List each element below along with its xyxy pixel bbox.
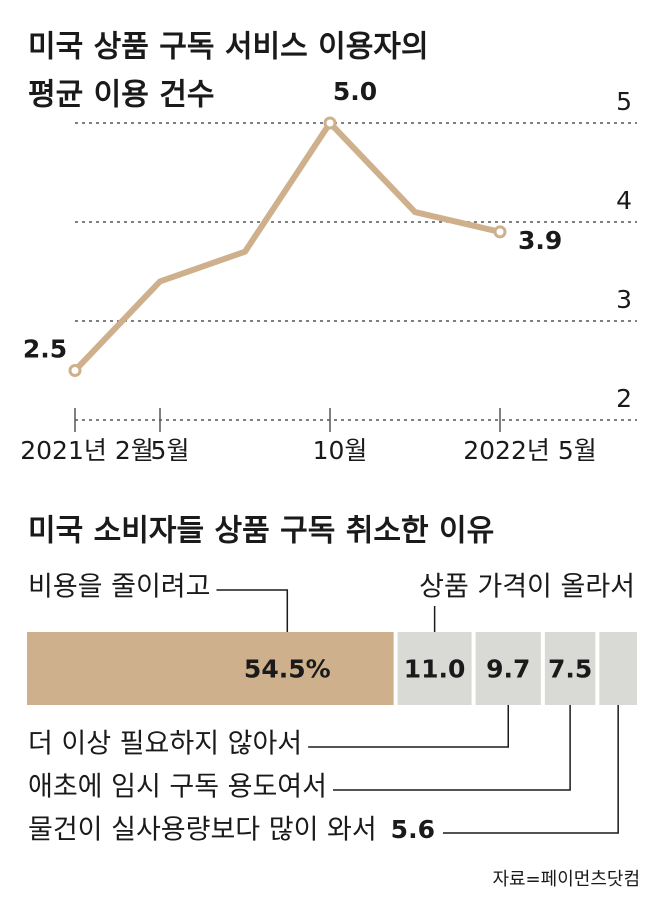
leader-line xyxy=(308,705,509,748)
x-tick-label: 2021년 2월 xyxy=(20,436,153,465)
x-tick-label: 5월 xyxy=(151,436,190,465)
y-tick-label: 5 xyxy=(616,87,632,116)
category-label: 물건이 실사용량보다 많이 와서 xyxy=(28,815,377,846)
leader-line xyxy=(333,705,571,791)
value-label: 5.6 xyxy=(391,815,435,844)
leader-line xyxy=(216,589,289,632)
value-label: 9.7 xyxy=(486,655,530,684)
chart-title: 미국 상품 구독 서비스 이용자의 xyxy=(28,30,429,65)
y-tick-label: 4 xyxy=(616,186,632,215)
x-tick-label: 2022년 5월 xyxy=(463,436,596,465)
bar-segment xyxy=(475,632,541,705)
value-label: 54.5% xyxy=(244,655,331,684)
chart-title: 미국 소비자들 상품 구독 취소한 이유 xyxy=(28,514,494,549)
y-tick-label: 2 xyxy=(616,384,632,413)
category-label: 비용을 줄이려고 xyxy=(28,572,210,603)
value-label: 2.5 xyxy=(23,335,67,364)
bar-segment xyxy=(544,632,596,705)
y-tick-label: 3 xyxy=(616,285,632,314)
category-label: 상품 가격이 올라서 xyxy=(419,572,635,603)
leader-line xyxy=(442,705,619,834)
point xyxy=(68,364,82,377)
x-tick-label: 10월 xyxy=(313,436,368,465)
category-label: 애초에 임시 구독 용도여서 xyxy=(28,772,327,803)
bar-segment xyxy=(397,632,472,705)
bar-segment xyxy=(27,632,394,705)
value-label: 7.5 xyxy=(548,655,592,684)
value-label: 5.0 xyxy=(333,77,377,106)
source: 자료=페이먼츠닷컴 xyxy=(492,869,640,890)
point xyxy=(493,225,507,239)
value-label: 3.9 xyxy=(518,226,562,255)
point xyxy=(323,116,337,130)
bar-segment xyxy=(599,632,637,705)
chart-title: 평균 이용 건수 xyxy=(28,78,215,113)
category-label: 더 이상 필요하지 않아서 xyxy=(28,729,302,760)
line xyxy=(72,120,501,373)
value-label: 11.0 xyxy=(404,655,466,684)
